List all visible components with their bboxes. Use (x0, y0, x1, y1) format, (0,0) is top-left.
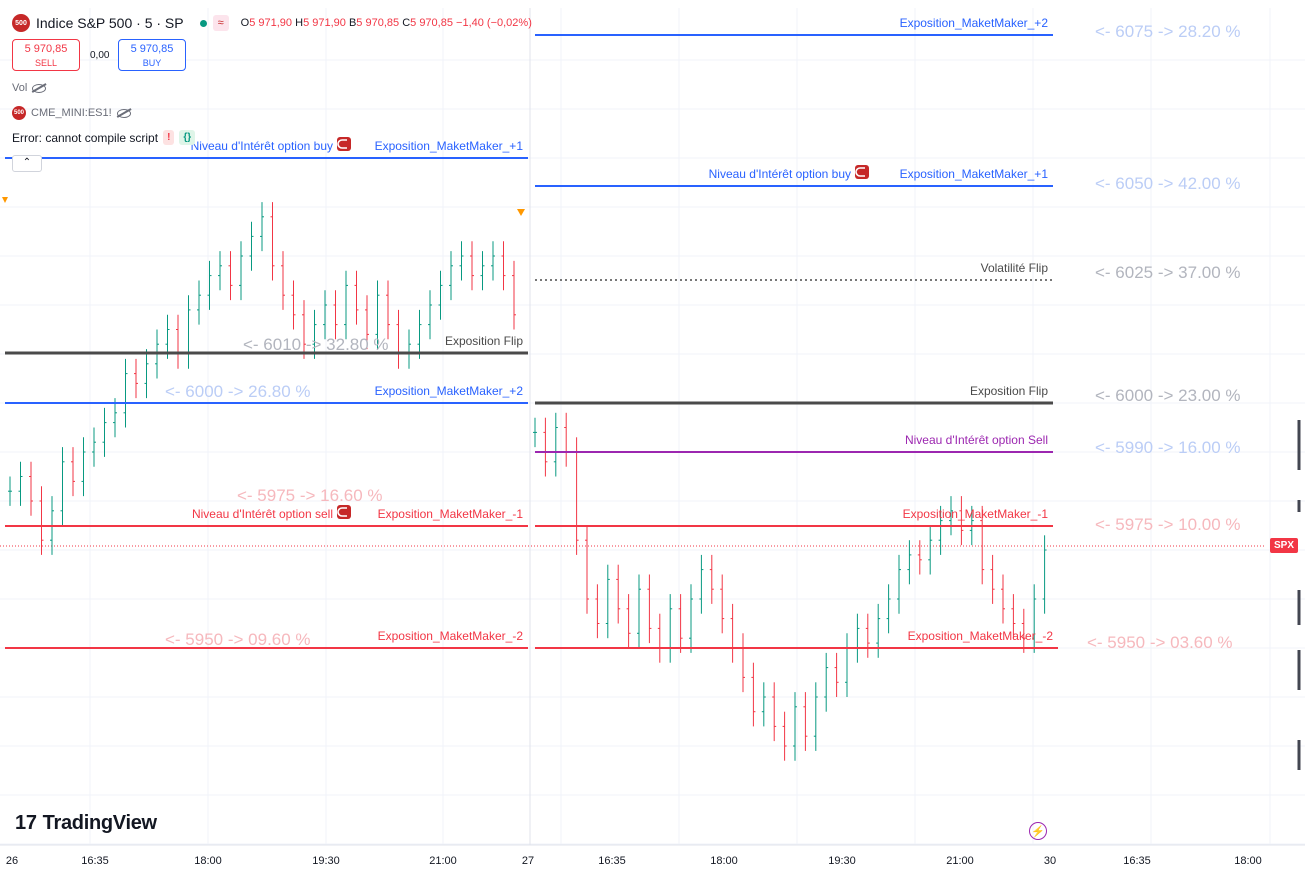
time-tick-label: 27 (522, 855, 534, 867)
level-label: Exposition Flip (970, 384, 1048, 398)
time-tick-label: 19:30 (312, 855, 340, 867)
magnet-icon (337, 137, 351, 151)
chart-grid (0, 8, 1305, 846)
level-label: Exposition_MaketMaker_-1 (378, 507, 524, 521)
candlestick-series (8, 202, 1047, 761)
wave-icon[interactable]: ≈ (212, 15, 229, 31)
high-label: H (295, 17, 304, 29)
sell-button[interactable]: 5 970,85 SELL (12, 39, 80, 71)
close-label: C (402, 17, 411, 29)
tradingview-logo-text: TradingView (42, 812, 157, 834)
time-axis: 26 16:35 18:00 19:30 21:00 27 16:35 18:00 19:30 2… (6, 420, 1301, 867)
cme-overlay-indicator[interactable]: 500 CME_MINI:ES1! (12, 106, 131, 120)
ohlc-readout: O5 971,90 H5 971,90 B5 970,85 C5 970,85 … (241, 17, 532, 29)
spread-value: 0,00 (90, 50, 110, 61)
high-value: 5 971,90 (303, 17, 346, 29)
level-label: Exposition_MaketMaker_+2 (900, 16, 1049, 30)
level-label: Exposition_MaketMaker_+2 (375, 384, 524, 398)
time-tick-label: 16:35 (598, 855, 626, 867)
level-label: Exposition_MaketMaker_-1 (903, 507, 1049, 521)
low-label: B (348, 17, 357, 29)
level-label: Volatilité Flip (981, 261, 1049, 275)
time-tick-label: 30 (1044, 855, 1056, 867)
code-icon[interactable]: {} (179, 130, 196, 145)
level-label: Niveau d'Intérêt option Sell (905, 433, 1048, 447)
buy-price: 5 970,85 (130, 43, 174, 55)
level-lines: Exposition_MaketMaker_+2 Niveau d'Intérêt… (2, 16, 1058, 649)
level-label: Niveau d'Intérêt option buy (709, 167, 851, 181)
level-annotation: <- 5950 -> 09.60 % (165, 630, 311, 649)
magnet-icon (337, 505, 351, 519)
time-tick-label: 18:00 (194, 855, 222, 867)
chevron-up-icon[interactable]: ⌃ (12, 155, 42, 172)
level-annotation: <- 6025 -> 37.00 % (1095, 263, 1241, 282)
level-annotation: <- 5990 -> 16.00 % (1095, 438, 1241, 457)
time-tick-label: 19:30 (828, 855, 856, 867)
sell-label: SELL (34, 58, 58, 68)
eye-hidden-icon[interactable] (32, 83, 47, 93)
sp500-logo: 500 (12, 14, 30, 32)
level-annotation: <- 6010 -> 32.80 % (243, 335, 389, 354)
magnet-icon-shape (337, 507, 347, 517)
tradingview-mark-icon: 17 (15, 812, 37, 834)
volume-label: Vol (12, 82, 28, 94)
script-error: Error: cannot compile script ! {} (12, 130, 196, 145)
level-annotation: <- 6000 -> 26.80 % (165, 382, 311, 401)
error-badge[interactable]: ! (163, 130, 175, 145)
time-tick-label: 16:35 (81, 855, 109, 867)
level-label: Exposition_MaketMaker_+1 (375, 139, 524, 153)
open-value: 5 971,90 (249, 17, 293, 29)
chart-header: 500 Indice S&P 500 · 5 · SP ≈ O5 971,90 … (12, 13, 532, 33)
open-label: O (240, 17, 250, 29)
level-annotation: <- 5975 -> 16.60 % (237, 486, 383, 505)
market-status-dot (199, 19, 207, 27)
last-price-tag: SPX (1270, 538, 1299, 553)
level-annotation: <- 6000 -> 23.00 % (1095, 386, 1241, 405)
cme-logo: 500 (12, 106, 26, 120)
symbol-title[interactable]: Indice S&P 500 · 5 · SP (36, 15, 184, 31)
level-label: Niveau d'Intérêt option buy (191, 139, 333, 153)
buy-label: BUY (142, 58, 162, 68)
low-value: 5 970,85 (356, 17, 400, 29)
cme-label: CME_MINI:ES1! (31, 107, 112, 119)
time-tick-label: 26 (6, 855, 18, 867)
level-annotations: <- 6075 -> 28.20 % <- 6050 -> 42.00 % <- 6… (165, 22, 1241, 652)
error-text: Error: cannot compile script (12, 130, 159, 145)
lightning-icon[interactable]: ⚡ (1029, 822, 1047, 840)
time-tick-label: 18:00 (710, 855, 738, 867)
level-label: Exposition_MaketMaker_+1 (900, 167, 1049, 181)
level-annotation: <- 6075 -> 28.20 % (1095, 22, 1241, 41)
time-tick-label: 18:00 (1234, 855, 1262, 867)
volume-indicator[interactable]: Vol (12, 82, 47, 94)
change-value: −1,40 (−0,02%) (456, 17, 532, 29)
buy-button[interactable]: 5 970,85 BUY (118, 39, 186, 71)
magnet-icon-shape (337, 139, 347, 149)
time-tick-label: 21:00 (429, 855, 457, 867)
arrow-down-icon (517, 209, 525, 216)
magnet-icon (855, 165, 869, 179)
time-tick-label: 21:00 (946, 855, 974, 867)
level-annotation: <- 5950 -> 03.60 % (1087, 633, 1233, 652)
eye-hidden-icon[interactable] (116, 108, 131, 118)
sell-price: 5 970,85 (24, 43, 68, 55)
level-annotation: <- 5975 -> 10.00 % (1095, 515, 1241, 534)
level-label: Exposition_MaketMaker_-2 (908, 629, 1054, 643)
level-label: Exposition_MaketMaker_-2 (378, 629, 524, 643)
time-tick-label: 16:35 (1123, 855, 1151, 867)
arrow-down-icon (2, 197, 8, 203)
magnet-icon-shape (855, 167, 865, 177)
level-annotation: <- 6050 -> 42.00 % (1095, 174, 1241, 193)
close-value: 5 970,85 (410, 17, 453, 29)
level-label: Exposition Flip (445, 334, 523, 348)
tradingview-logo[interactable]: 17 TradingView (15, 812, 157, 835)
level-label: Niveau d'Intérêt option sell (192, 507, 333, 521)
